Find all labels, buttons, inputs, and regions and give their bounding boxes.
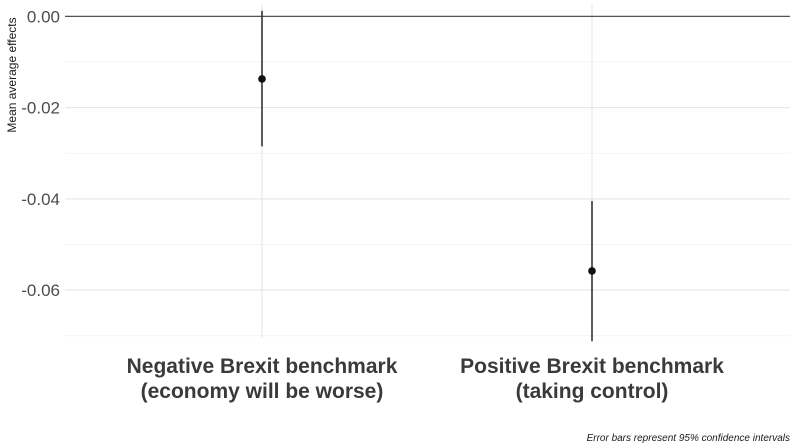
x-category-label-line: (taking control) [516, 380, 669, 403]
x-category-label: Negative Brexit benchmark (economy will b… [127, 355, 398, 403]
x-category-label-line: Positive Brexit benchmark [460, 355, 724, 378]
x-category-labels: Negative Brexit benchmark (economy will b… [127, 355, 725, 403]
grid [65, 5, 790, 338]
x-category-label: Positive Brexit benchmark (taking control… [460, 355, 724, 403]
y-axis-title: Mean average effects [5, 17, 19, 132]
x-category-label-line: (economy will be worse) [141, 380, 384, 403]
caption: Error bars represent 95% confidence inte… [587, 433, 790, 444]
y-tick-label: -0.06 [21, 281, 60, 300]
point-estimate [258, 75, 266, 83]
y-tick-labels: 0.00 -0.02 -0.04 -0.06 [21, 7, 60, 300]
y-tick-label: -0.02 [21, 99, 60, 118]
data-marks [258, 10, 596, 342]
y-tick-label: -0.04 [21, 190, 60, 209]
y-tick-label: 0.00 [27, 7, 60, 26]
x-category-label-line: Negative Brexit benchmark [127, 355, 398, 378]
point-estimate [588, 267, 596, 275]
